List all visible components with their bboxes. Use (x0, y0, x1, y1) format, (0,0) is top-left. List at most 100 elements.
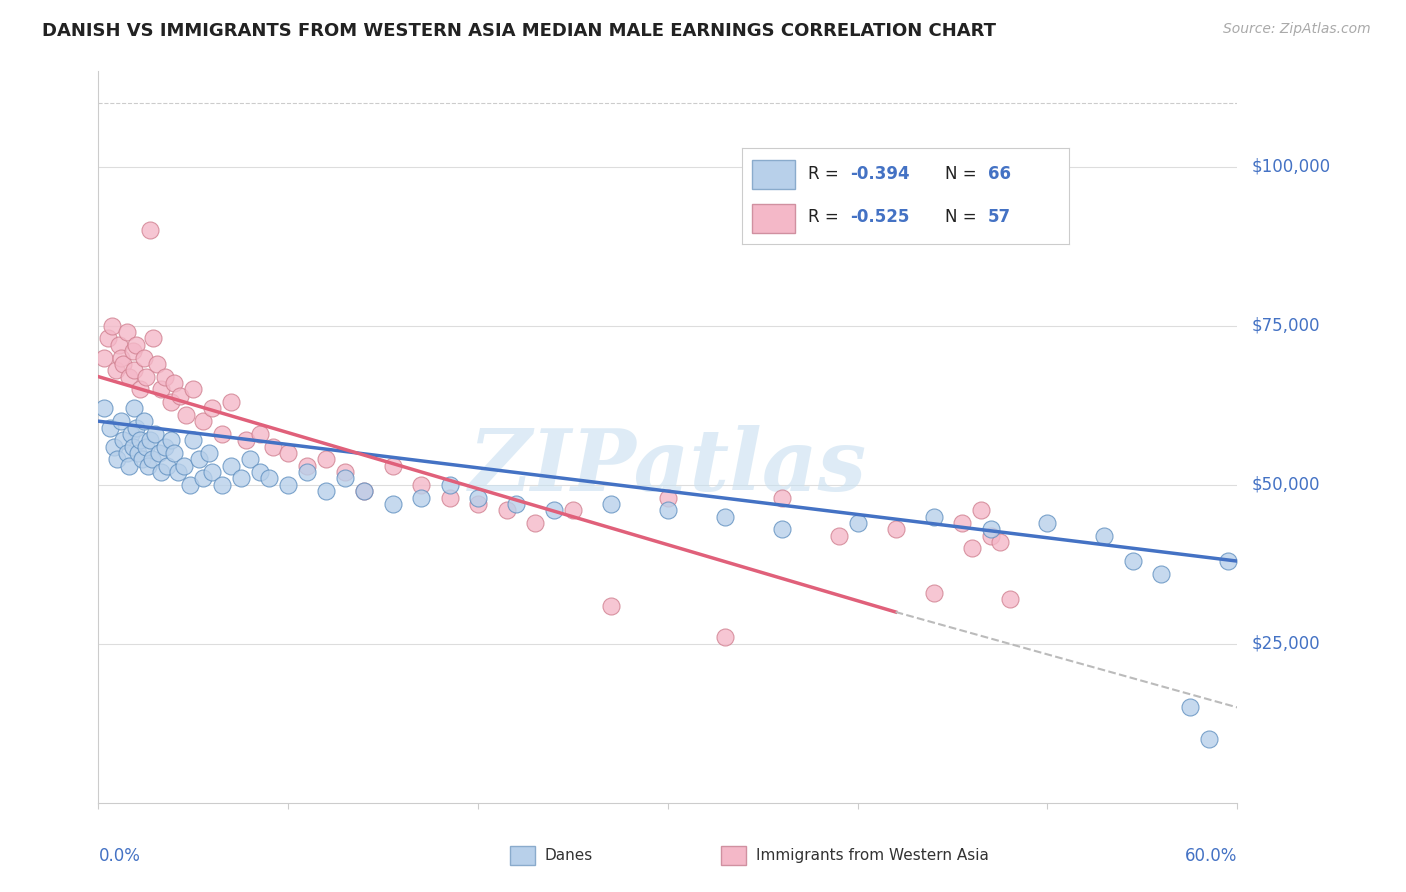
Point (179, 477, 201, 491)
Point (118, 458, 141, 473)
Point (110, 351, 132, 365)
Point (770, 522, 793, 536)
Text: DANISH VS IMMIGRANTS FROM WESTERN ASIA MEDIAN MALE EARNINGS CORRELATION CHART: DANISH VS IMMIGRANTS FROM WESTERN ASIA M… (42, 22, 997, 40)
Text: N =: N = (945, 165, 981, 183)
Point (197, 446, 219, 460)
Point (439, 491, 461, 505)
Point (505, 497, 527, 511)
Point (110, 414, 132, 428)
Point (124, 363, 146, 377)
Text: 0.0%: 0.0% (98, 847, 141, 864)
Point (335, 465, 357, 479)
Point (183, 434, 205, 448)
Point (884, 522, 907, 536)
Point (221, 458, 243, 473)
Point (249, 426, 271, 441)
Point (297, 458, 319, 473)
Point (163, 446, 186, 460)
Point (381, 458, 404, 473)
Point (156, 458, 179, 473)
Text: 57: 57 (987, 209, 1011, 227)
Point (112, 434, 135, 448)
Point (191, 414, 214, 428)
Point (125, 420, 148, 434)
Point (191, 471, 214, 485)
Point (259, 471, 281, 485)
Point (145, 426, 167, 441)
Point (315, 484, 337, 499)
Point (153, 369, 176, 384)
Point (229, 471, 252, 485)
Point (188, 452, 211, 467)
Point (828, 529, 851, 543)
Point (297, 465, 319, 479)
Point (183, 383, 205, 397)
Point (846, 516, 869, 530)
Point (107, 452, 129, 467)
Text: $25,000: $25,000 (1251, 635, 1320, 653)
Point (201, 465, 224, 479)
Point (277, 477, 299, 491)
Point (1216, 554, 1239, 568)
Point (132, 414, 155, 428)
Text: 66: 66 (987, 165, 1011, 183)
Text: -0.525: -0.525 (851, 209, 910, 227)
Point (150, 465, 173, 479)
Point (100, 318, 122, 333)
Point (136, 458, 159, 473)
Point (169, 389, 191, 403)
Point (173, 458, 195, 473)
Text: R =: R = (808, 209, 844, 227)
Point (125, 338, 148, 352)
Point (770, 491, 793, 505)
Point (657, 491, 679, 505)
Point (543, 503, 565, 517)
Point (262, 440, 284, 454)
Point (124, 401, 146, 416)
Point (1178, 700, 1201, 714)
Point (353, 484, 375, 499)
Point (211, 426, 233, 441)
Point (439, 477, 461, 491)
Point (142, 331, 165, 345)
Point (159, 434, 181, 448)
Point (150, 383, 173, 397)
Point (163, 376, 186, 390)
Point (135, 369, 157, 384)
Point (714, 631, 737, 645)
Point (121, 344, 143, 359)
Point (174, 408, 197, 422)
Text: $50,000: $50,000 (1251, 475, 1320, 494)
Text: 60.0%: 60.0% (1185, 847, 1237, 864)
Point (127, 446, 149, 460)
Point (115, 325, 138, 339)
Point (121, 440, 143, 454)
Point (1036, 516, 1059, 530)
Point (120, 426, 142, 441)
Point (239, 452, 262, 467)
Point (657, 503, 679, 517)
Point (979, 529, 1001, 543)
Point (495, 503, 517, 517)
Point (1122, 554, 1144, 568)
Point (998, 592, 1021, 607)
Point (115, 446, 138, 460)
Point (112, 357, 135, 371)
Point (138, 223, 160, 237)
Point (353, 484, 375, 499)
Text: Immigrants from Western Asia: Immigrants from Western Asia (756, 848, 988, 863)
Point (411, 477, 433, 491)
Point (1094, 529, 1116, 543)
Text: ZIPatlas: ZIPatlas (468, 425, 868, 508)
Point (988, 535, 1011, 549)
Point (335, 471, 357, 485)
Point (235, 434, 257, 448)
Point (118, 369, 141, 384)
FancyBboxPatch shape (752, 160, 794, 188)
Point (201, 401, 224, 416)
Point (970, 503, 993, 517)
Point (714, 509, 737, 524)
Text: N =: N = (945, 209, 981, 227)
Point (467, 497, 489, 511)
Point (600, 497, 623, 511)
